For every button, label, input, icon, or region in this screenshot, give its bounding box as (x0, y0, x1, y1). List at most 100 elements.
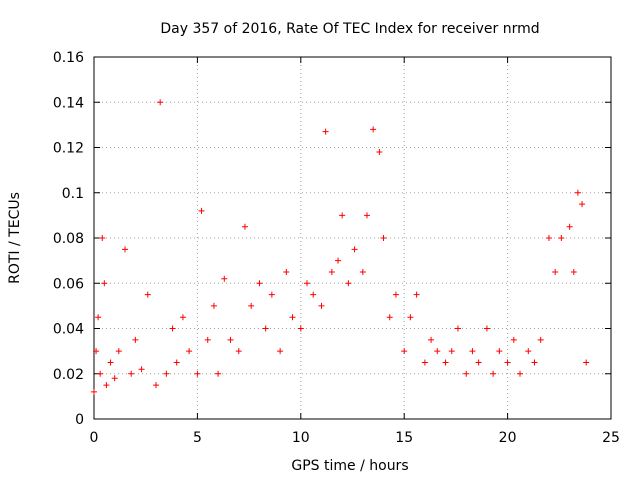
x-axis-label: GPS time / hours (291, 458, 408, 474)
data-point (97, 370, 104, 377)
data-point (490, 370, 497, 377)
y-tick-label: 0.12 (53, 141, 84, 157)
chart-title: Day 357 of 2016, Rate Of TEC Index for r… (160, 21, 539, 37)
data-point (442, 359, 449, 366)
data-point (328, 268, 335, 275)
data-point (579, 201, 586, 208)
data-point (583, 359, 590, 366)
data-point (558, 235, 565, 241)
data-point (103, 382, 110, 389)
y-tick-label: 0.08 (53, 231, 84, 247)
data-point (210, 302, 217, 309)
data-point (434, 348, 441, 355)
data-point (574, 189, 581, 196)
data-point (525, 348, 532, 355)
data-point (454, 325, 461, 332)
data-point (221, 275, 228, 282)
data-point (101, 280, 108, 287)
data-point (215, 370, 222, 377)
x-tick-label: 20 (499, 430, 517, 446)
data-point (496, 348, 503, 355)
data-point (392, 291, 399, 298)
x-tick-label: 25 (602, 430, 620, 446)
data-point (297, 325, 304, 332)
data-point (310, 291, 317, 298)
data-point (363, 212, 370, 219)
data-point (163, 370, 170, 377)
data-point (115, 348, 122, 355)
data-point (376, 149, 383, 156)
data-point (91, 388, 97, 395)
data-point (204, 336, 211, 343)
data-point (421, 359, 428, 366)
x-tick-label: 15 (395, 430, 413, 446)
data-point (179, 314, 186, 321)
data-point (359, 268, 366, 275)
data-point (566, 223, 573, 230)
data-point (304, 280, 311, 287)
data-point (351, 246, 358, 253)
data-point (345, 280, 352, 287)
data-point (401, 348, 408, 355)
data-point (277, 348, 284, 355)
data-point (95, 314, 102, 321)
data-points (91, 99, 590, 395)
data-point (169, 325, 176, 332)
data-point (407, 314, 414, 321)
data-point (194, 370, 201, 377)
data-point (537, 336, 544, 343)
data-point (235, 348, 242, 355)
data-point (198, 207, 205, 214)
data-point (93, 348, 100, 355)
data-point (531, 359, 538, 366)
data-point (248, 302, 255, 309)
x-tick-label: 0 (90, 430, 99, 446)
data-point (413, 291, 420, 298)
x-tick-label: 10 (292, 430, 310, 446)
data-point (128, 370, 135, 377)
data-point (552, 268, 559, 275)
data-point (186, 348, 193, 355)
axis-ticks: 0 5 10 15 20 25 0 0.02 0.04 0.06 0.08 0.1 0.12 0.14 0.… (53, 50, 620, 446)
data-point (262, 325, 269, 332)
data-point (463, 370, 470, 377)
data-point (386, 314, 393, 321)
data-point (370, 126, 377, 133)
data-point (380, 235, 387, 241)
data-point (570, 268, 577, 275)
data-point (173, 359, 180, 366)
data-point (268, 291, 275, 298)
y-tick-label: 0 (75, 412, 84, 428)
data-point (241, 223, 248, 230)
data-point (428, 336, 435, 343)
data-point (132, 336, 139, 343)
data-point (138, 366, 145, 373)
data-point (545, 235, 552, 241)
data-point (289, 314, 296, 321)
y-axis-label: ROTI / TECUs (7, 192, 23, 284)
y-tick-label: 0.02 (53, 367, 84, 383)
y-tick-label: 0.1 (62, 186, 84, 202)
y-tick-label: 0.14 (53, 95, 84, 111)
data-point (517, 370, 524, 377)
data-point (339, 212, 346, 219)
data-point (335, 257, 342, 264)
y-tick-label: 0.06 (53, 276, 84, 292)
grid (94, 57, 611, 419)
data-point (256, 280, 263, 287)
x-tick-label: 5 (193, 430, 202, 446)
data-point (448, 348, 455, 355)
data-point (504, 359, 511, 366)
data-point (99, 235, 106, 241)
data-point (318, 302, 325, 309)
data-point (227, 336, 234, 343)
data-point (469, 348, 476, 355)
data-point (157, 99, 164, 106)
y-tick-label: 0.16 (53, 50, 84, 66)
data-point (283, 268, 290, 275)
data-point (510, 336, 517, 343)
plot-frame (93, 56, 612, 420)
data-point (107, 359, 114, 366)
data-point (153, 382, 160, 389)
data-point (122, 246, 129, 253)
